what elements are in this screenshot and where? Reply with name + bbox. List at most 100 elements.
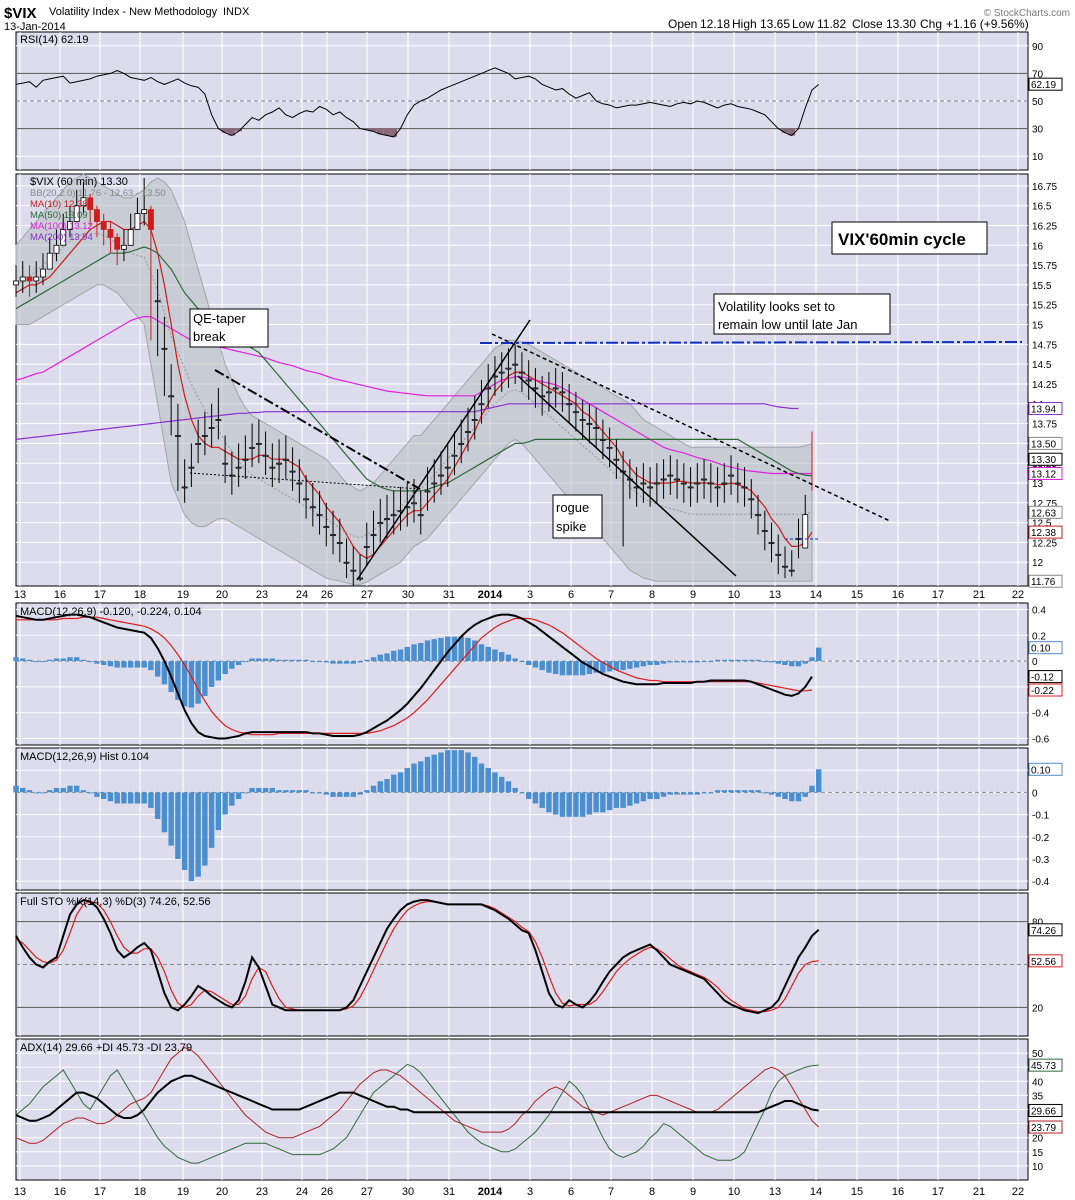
bb-lower-tag-box (1028, 505, 1063, 519)
candle-body (242, 458, 249, 461)
candle-body (33, 276, 40, 282)
macd-hist-bar (114, 661, 120, 668)
chg-value: +1.16 (+9.56%) (946, 17, 1029, 31)
hist-bar (262, 787, 269, 793)
candle-body (255, 442, 262, 445)
rsi-title: RSI(14) 62.19 (20, 34, 88, 46)
candle-body (343, 561, 350, 564)
candle-body (181, 486, 188, 489)
macd-hist-bar (188, 661, 195, 708)
hist-bar (681, 792, 687, 795)
hist-bar (714, 790, 721, 793)
candle-body (134, 213, 141, 230)
x-axis-label-bottom: 27 (361, 1186, 373, 1198)
hist-bar (539, 792, 545, 808)
macd-hist-bar (579, 661, 586, 676)
candle-body (269, 466, 276, 469)
hist-bar (728, 790, 734, 793)
rsi-oversold-fill (228, 128, 236, 136)
candle-body (471, 419, 478, 422)
uptrend-line (356, 319, 531, 581)
price-legend-item: $VIX (60 min) 13.30 (30, 176, 128, 188)
hist-bar (789, 792, 795, 802)
x-axis-label-top: 26 (321, 589, 333, 601)
hist-bar (451, 750, 458, 793)
hist-bar (674, 792, 680, 795)
hist-bar (472, 756, 478, 793)
macd-hist-bar (472, 640, 478, 662)
hist-bar (768, 792, 775, 795)
macd-hist-bar (593, 661, 599, 673)
minus-di-line (15, 1046, 820, 1144)
sto-k-line (15, 899, 820, 1015)
macd-hist-bar (546, 661, 552, 673)
chart-date: 13-Jan-2014 (4, 21, 66, 33)
hist-bar (343, 792, 350, 797)
macd-hist-bar (148, 661, 154, 671)
hist-bar (532, 792, 539, 804)
macd-hist-bar (667, 661, 674, 663)
sto-k-last-tag: 74.26 (1031, 926, 1056, 937)
macd-hist-bar (438, 637, 444, 662)
low-tag: 11.76 (1031, 577, 1056, 588)
candle-body (647, 486, 654, 489)
macd-hist-bar (215, 661, 222, 681)
macd-hist-bar (782, 661, 788, 665)
macd-hist-bar (566, 661, 572, 676)
macd-hist-bar (809, 657, 815, 662)
x-axis-label-bottom: 14 (810, 1186, 822, 1198)
candle-body (579, 419, 586, 422)
candle-body (721, 482, 728, 485)
x-axis-label-bottom: 31 (443, 1186, 455, 1198)
price-ytick: 12.5 (1032, 519, 1052, 530)
rsi-ytick: 30 (1032, 125, 1044, 136)
price-ytick: 14.5 (1032, 360, 1052, 371)
ma10-tag: 12.38 (1031, 528, 1056, 539)
rsi-oversold-fill (235, 128, 242, 132)
plus-di-last-tag: 45.73 (1031, 1061, 1056, 1072)
hist-bar (741, 790, 748, 793)
x-axis-label-top: 15 (851, 589, 863, 601)
macd-hist-bar (20, 658, 26, 662)
macd-hist-bar (816, 647, 822, 662)
hist-bar (100, 792, 107, 800)
qe-box (189, 308, 269, 348)
resistance-line (479, 341, 1023, 344)
hist-ytick: -0.4 (1032, 877, 1050, 888)
candle-body (208, 427, 215, 429)
x-axis-label-bottom: 19 (177, 1186, 189, 1198)
x-axis-label-top: 18 (134, 589, 146, 601)
macd-hist-bar (80, 659, 87, 662)
ma200-tag-box (1028, 402, 1063, 416)
macd-hist-bar (33, 661, 39, 663)
hist-bar (431, 754, 437, 793)
candle-body (276, 462, 283, 465)
bb-upper-tag-box (1028, 436, 1063, 450)
candle-body (519, 371, 525, 374)
minus-di-last-tag-box (1028, 1120, 1063, 1134)
candle-body (13, 280, 19, 286)
macd-hist-bar (512, 658, 518, 662)
ohlc-summary: Open 12.18 High 13.65 Low 11.82 Close 13… (668, 17, 1029, 31)
hist-bar (276, 790, 282, 793)
hist-bar (222, 792, 228, 815)
close-value: 13.30 (886, 17, 916, 31)
macd-hist-bar (478, 644, 485, 662)
macd-ytick: 0.2 (1032, 631, 1046, 642)
hist-ytick: -0.1 (1032, 811, 1050, 822)
adx-ytick: 10 (1032, 1162, 1044, 1173)
hist-panel-frame (15, 747, 1029, 891)
rsi-ytick: 90 (1032, 42, 1044, 53)
x-axis-label-top: 31 (443, 589, 455, 601)
macd-hist-bar (316, 661, 323, 663)
qe-break-line (214, 369, 421, 490)
macd-hist-bar (370, 657, 377, 662)
hist-bar (242, 792, 249, 794)
hist-bar (188, 792, 195, 882)
macd-hist-bar (424, 640, 431, 662)
macd-last-tag: -0.12 (1031, 673, 1054, 684)
candle-body (613, 458, 620, 461)
hist-bar (438, 752, 444, 793)
macd-hist-bar (492, 649, 498, 662)
macd-hist-bar (559, 661, 566, 676)
